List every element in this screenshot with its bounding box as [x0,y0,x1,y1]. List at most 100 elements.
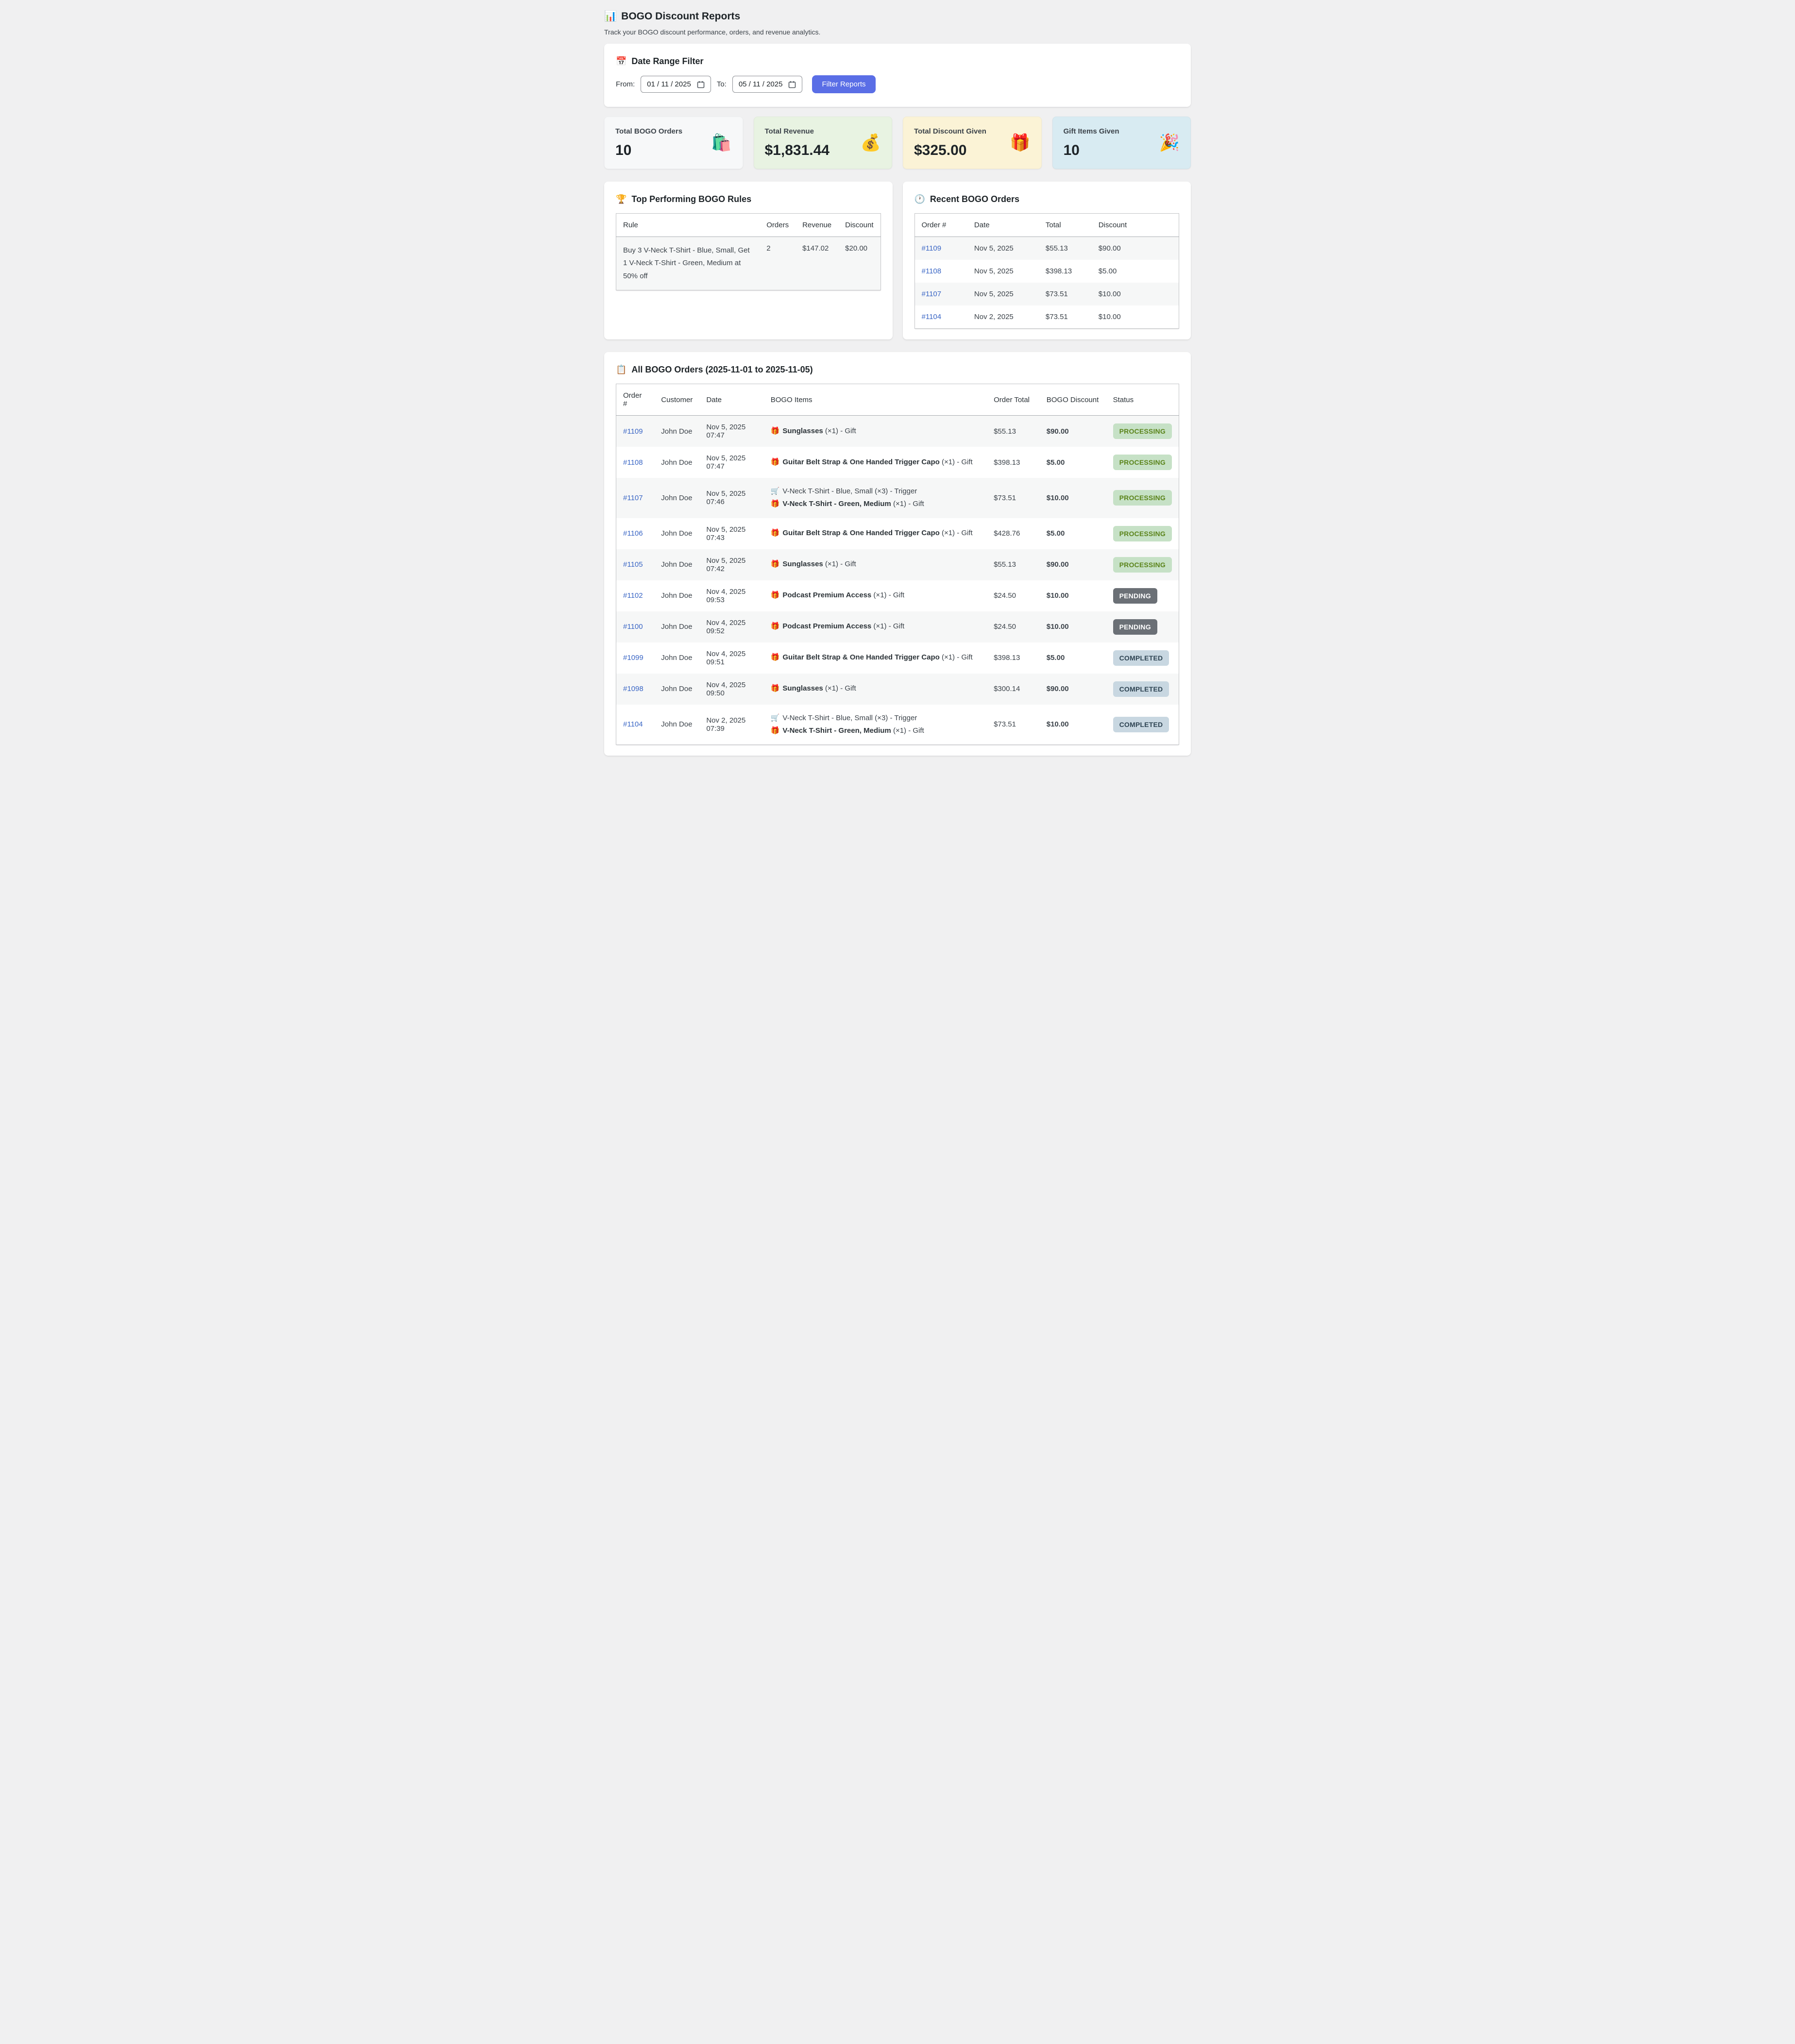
recent-order-row: #1107 Nov 5, 2025 $73.51 $10.00 [914,283,1179,305]
item-suffix: (×3) - Trigger [873,487,917,495]
order-status-cell: PROCESSING [1106,549,1179,580]
order-total: $300.14 [994,685,1020,693]
col-discount: Discount [1091,213,1179,237]
stat-value: $1,831.44 [764,142,830,158]
gift-icon: 🎁 [770,726,780,735]
item-name: Sunglasses [782,684,823,693]
order-customer: John Doe [661,529,693,538]
recent-total: $73.51 [1045,290,1068,298]
order-row: #1109 John Doe Nov 5, 2025 07:47 🎁 Sungla… [616,415,1179,447]
col-date: Date [699,384,764,416]
col-order-number: Order # [914,213,967,237]
col-orders: Orders [760,213,796,237]
item-name: Guitar Belt Strap & One Handed Trigger C… [782,529,940,538]
recent-orders-header-row: Order # Date Total Discount [914,213,1179,237]
top-rules-header-row: Rule Orders Revenue Discount [616,213,881,237]
order-link[interactable]: #1108 [623,458,643,467]
all-orders-body: #1109 John Doe Nov 5, 2025 07:47 🎁 Sungla… [616,415,1179,745]
bogo-item-line: 🎁 V-Neck T-Shirt - Green, Medium (×1) - G… [771,725,980,737]
order-row: #1108 John Doe Nov 5, 2025 07:47 🎁 Guitar… [616,447,1179,478]
col-order-number: Order # [616,384,655,416]
order-link[interactable]: #1099 [623,654,643,662]
bogo-item-line: 🎁 Guitar Belt Strap & One Handed Trigger … [771,651,980,664]
col-status: Status [1106,384,1179,416]
order-link[interactable]: #1104 [623,720,643,729]
order-items: 🎁 Podcast Premium Access (×1) - Gift [764,611,987,642]
stats-grid: Total BOGO Orders 10 🛍️ Total Revenue $1… [604,117,1191,169]
shopping-bags-icon: 🛍️ [711,134,732,152]
order-items: 🎁 Guitar Belt Strap & One Handed Trigger … [764,447,987,478]
gift-icon: 🎁 [770,622,780,631]
gift-icon: 🎁 [1010,134,1031,152]
item-suffix: (×1) - Gift [891,500,924,508]
status-badge: PROCESSING [1113,455,1172,470]
filter-controls: From: 01 / 11 / 2025 To: 05 / 11 / 2025 [616,75,1179,93]
order-customer: John Doe [661,654,693,662]
order-link[interactable]: #1108 [921,267,942,275]
order-customer: John Doe [661,591,693,600]
col-customer: Customer [654,384,700,416]
order-row: #1105 John Doe Nov 5, 2025 07:42 🎁 Sungla… [616,549,1179,580]
stat-card: Total Discount Given $325.00 🎁 [903,117,1042,169]
status-badge: COMPLETED [1113,681,1169,697]
trophy-icon: 🏆 [616,194,627,204]
top-rules-table: Rule Orders Revenue Discount Buy 3 V-Nec… [616,213,881,290]
party-popper-icon: 🎉 [1159,134,1180,152]
order-link[interactable]: #1107 [921,290,942,298]
order-link[interactable]: #1100 [623,623,643,631]
from-date-input[interactable]: 01 / 11 / 2025 [641,76,711,93]
stat-value: 10 [615,142,632,158]
to-label: To: [716,80,727,88]
order-link[interactable]: #1098 [623,685,643,693]
item-suffix: (×1) - Gift [939,457,973,466]
order-customer: John Doe [661,427,693,436]
order-link[interactable]: #1107 [623,493,643,502]
item-name: V-Neck T-Shirt - Green, Medium [782,726,891,735]
order-customer: John Doe [661,458,693,467]
recent-date: Nov 5, 2025 [974,267,1014,275]
order-discount: $90.00 [1046,685,1069,693]
stat-label: Total Revenue [764,127,814,135]
filter-reports-button[interactable]: Filter Reports [812,75,876,93]
calendar-icon[interactable] [788,81,796,88]
order-row: #1098 John Doe Nov 4, 2025 09:50 🎁 Sungla… [616,673,1179,705]
recent-total: $73.51 [1045,313,1068,321]
all-orders-heading: 📋 All BOGO Orders (2025-11-01 to 2025-11… [616,365,1179,375]
stat-label: Total BOGO Orders [615,127,683,135]
mid-section: 🏆 Top Performing BOGO Rules Rule Orders … [604,182,1191,339]
order-total: $24.50 [994,591,1016,600]
stat-label: Gift Items Given [1063,127,1119,135]
stat-text: Total BOGO Orders 10 [615,127,682,159]
item-suffix: (×1) - Gift [871,622,905,631]
order-link[interactable]: #1102 [623,591,643,600]
order-link[interactable]: #1109 [921,244,942,253]
item-suffix: (×1) - Gift [939,529,973,538]
page-subtitle: Track your BOGO discount performance, or… [604,28,821,36]
order-link[interactable]: #1105 [623,560,643,569]
order-date: Nov 4, 2025 09:50 [706,680,746,697]
item-suffix: (×1) - Gift [891,726,924,735]
to-date-value: 05 / 11 / 2025 [738,80,783,88]
order-date: Nov 5, 2025 07:46 [706,490,746,507]
order-link[interactable]: #1109 [623,427,643,436]
order-status-cell: PROCESSING [1106,447,1179,478]
col-bogo-items: BOGO Items [763,384,987,416]
stat-text: Total Discount Given $325.00 [914,127,986,159]
recent-total: $398.13 [1045,267,1072,275]
order-status-cell: PROCESSING [1106,518,1179,549]
order-items: 🛒 V-Neck T-Shirt - Blue, Small (×3) - Tri… [764,705,987,745]
all-orders-card: 📋 All BOGO Orders (2025-11-01 to 2025-11… [604,352,1191,756]
bogo-item-line: 🎁 Podcast Premium Access (×1) - Gift [771,620,980,633]
recent-discount: $90.00 [1098,244,1121,253]
item-suffix: (×3) - Trigger [873,713,917,722]
order-link[interactable]: #1106 [623,529,643,538]
calendar-icon[interactable] [697,81,705,88]
page-title-text: BOGO Discount Reports [621,11,741,22]
filter-heading: 📅 Date Range Filter [616,56,1179,67]
rule-revenue: $147.02 [802,244,829,253]
order-customer: John Doe [661,493,693,502]
order-link[interactable]: #1104 [921,313,942,321]
to-date-input[interactable]: 05 / 11 / 2025 [732,76,803,93]
page-header: 📊 BOGO Discount Reports Track your BOGO … [604,11,1191,36]
order-date: Nov 2, 2025 07:39 [706,716,746,733]
